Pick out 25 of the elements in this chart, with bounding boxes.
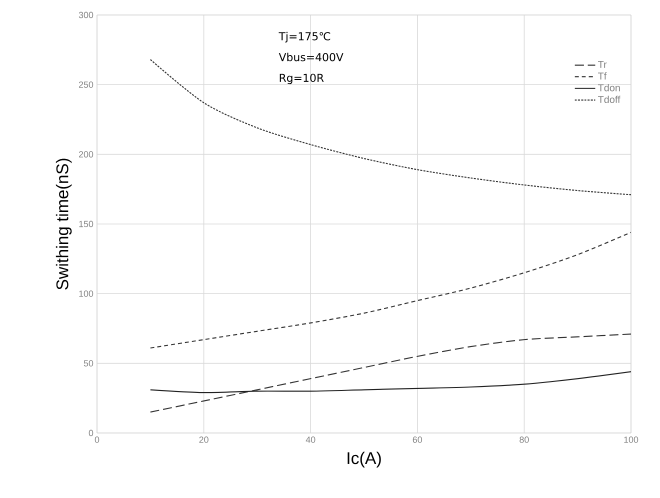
x-tick-label: 40 — [306, 436, 316, 443]
annotation: Tj=175℃ — [278, 32, 330, 43]
x-tick-label: 0 — [94, 436, 100, 443]
y-tick-label: 200 — [78, 151, 94, 158]
y-tick-label: 50 — [84, 360, 94, 366]
annotation: Vbus=400V — [278, 52, 344, 62]
x-tick-label: 60 — [412, 436, 422, 443]
y-tick-label: 250 — [78, 81, 94, 88]
line-series — [150, 334, 632, 413]
x-tick-label: 80 — [520, 436, 529, 443]
legend-label: Tdoff — [598, 96, 620, 104]
y-tick-label: 100 — [79, 290, 94, 297]
legend-label: Tf — [598, 72, 607, 80]
y-axis-title: Swithing time(nS) — [56, 158, 72, 290]
annotation: Rg=10R — [280, 74, 324, 84]
line-series — [150, 371, 632, 394]
y-tick-label: 300 — [78, 12, 94, 18]
legend-label: Tdon — [598, 84, 620, 92]
x-axis-title: Ic(A) — [348, 452, 381, 468]
x-tick-label: 100 — [624, 436, 638, 443]
legend-label: Tr — [598, 60, 607, 68]
y-tick-label: 150 — [79, 220, 94, 228]
x-tick-label: 20 — [199, 436, 208, 443]
y-tick-label: 0 — [88, 430, 94, 436]
line-series — [150, 232, 632, 349]
